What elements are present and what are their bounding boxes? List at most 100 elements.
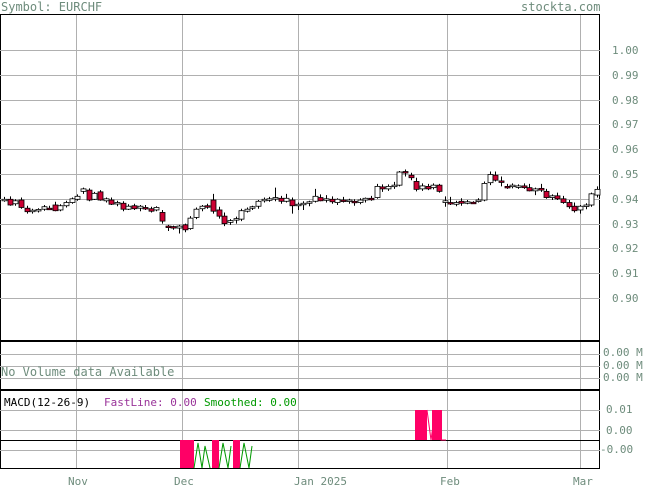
- macd-signal-line: [239, 442, 253, 469]
- candle-body: [204, 205, 211, 208]
- candle-body: [442, 200, 449, 203]
- candle-body: [12, 200, 19, 205]
- candle-body: [396, 171, 403, 186]
- macd-bar: [432, 410, 442, 440]
- candle-body: [543, 190, 550, 198]
- candle-body: [153, 207, 160, 211]
- candle-body: [227, 220, 234, 223]
- candle: [159, 209, 166, 224]
- macd-grid: [0, 391, 600, 468]
- candle: [1, 196, 8, 202]
- symbol-label: Symbol: EURCHF: [1, 0, 103, 14]
- candle-body: [255, 200, 262, 207]
- macd-smoothed-label: Smoothed: 0.00: [204, 396, 297, 409]
- candle: [80, 187, 87, 194]
- candle-body: [560, 198, 567, 203]
- candle-body: [317, 197, 324, 202]
- candle: [351, 199, 358, 206]
- candle-body: [487, 174, 494, 184]
- candle-body: [413, 181, 420, 190]
- candle-body: [374, 185, 381, 198]
- candle-body: [289, 199, 296, 207]
- candle-body: [588, 193, 595, 206]
- candle-body: [244, 208, 251, 212]
- candle-body: [385, 185, 392, 190]
- candle-body: [233, 218, 240, 221]
- candle-body: [594, 188, 601, 196]
- candle-body: [80, 188, 87, 192]
- macd-bar-fill: [432, 410, 442, 440]
- candle-body: [504, 185, 511, 189]
- candle: [583, 203, 590, 210]
- candle-body: [566, 202, 573, 208]
- candle: [340, 196, 347, 203]
- candle-body: [238, 210, 245, 220]
- volume-tick-1: 0.00 M: [603, 346, 643, 359]
- candle: [357, 198, 364, 205]
- candle-body: [182, 224, 189, 231]
- candle-body: [91, 192, 98, 200]
- candle: [346, 198, 353, 204]
- candle: [86, 188, 93, 202]
- candle: [481, 181, 488, 202]
- price-tick-label: 0.91: [612, 267, 639, 280]
- candle-body: [492, 174, 499, 181]
- candle-body: [357, 199, 364, 203]
- candle: [402, 169, 409, 177]
- candle: [430, 183, 437, 190]
- no-volume-message: No Volume data Available: [1, 365, 174, 379]
- candle-body: [306, 201, 313, 204]
- candle-body: [52, 204, 59, 212]
- candle: [176, 224, 183, 234]
- candle-body: [114, 202, 121, 205]
- candle-body: [554, 195, 561, 200]
- candle-body: [362, 197, 369, 201]
- candle: [272, 187, 279, 202]
- candle-body: [216, 209, 223, 217]
- price-tick-label: 0.92: [612, 242, 639, 255]
- candle-body: [334, 198, 341, 203]
- candle: [125, 204, 132, 210]
- candle: [391, 181, 398, 189]
- macd-panel: [0, 390, 600, 469]
- candle: [560, 195, 567, 204]
- candle: [543, 188, 550, 199]
- candle: [521, 183, 528, 189]
- candle-body: [408, 174, 415, 179]
- candle: [204, 203, 211, 209]
- candle-body: [283, 197, 290, 202]
- candle-body: [187, 217, 194, 229]
- price-panel: [0, 14, 600, 341]
- candle-body: [419, 185, 426, 190]
- candle-body: [295, 203, 302, 207]
- candle: [577, 205, 584, 214]
- candle: [306, 200, 313, 207]
- candle-body: [464, 201, 471, 204]
- candle-body: [532, 188, 539, 192]
- price-tick-label: 0.95: [612, 168, 639, 181]
- candle-body: [120, 202, 127, 210]
- candle: [12, 199, 19, 206]
- candle-body: [221, 215, 228, 225]
- candle: [153, 206, 160, 212]
- candle-body: [549, 195, 556, 198]
- candle: [249, 205, 256, 210]
- candle: [526, 183, 533, 192]
- candle: [74, 194, 81, 201]
- price-tick-label: 0.99: [612, 69, 639, 82]
- candle: [266, 196, 273, 202]
- candle: [436, 183, 443, 193]
- candle-body: [515, 185, 522, 188]
- candle: [442, 196, 449, 207]
- price-tick-label: 0.90: [612, 292, 639, 305]
- macd-signal-line: [426, 409, 446, 441]
- candle: [193, 207, 200, 220]
- candle: [538, 183, 545, 192]
- price-tick-label: 0.98: [612, 94, 639, 107]
- candle-body: [526, 187, 533, 192]
- candle: [317, 194, 324, 202]
- candle-body: [323, 198, 330, 201]
- candle-body: [391, 184, 398, 188]
- candle-body: [170, 226, 177, 229]
